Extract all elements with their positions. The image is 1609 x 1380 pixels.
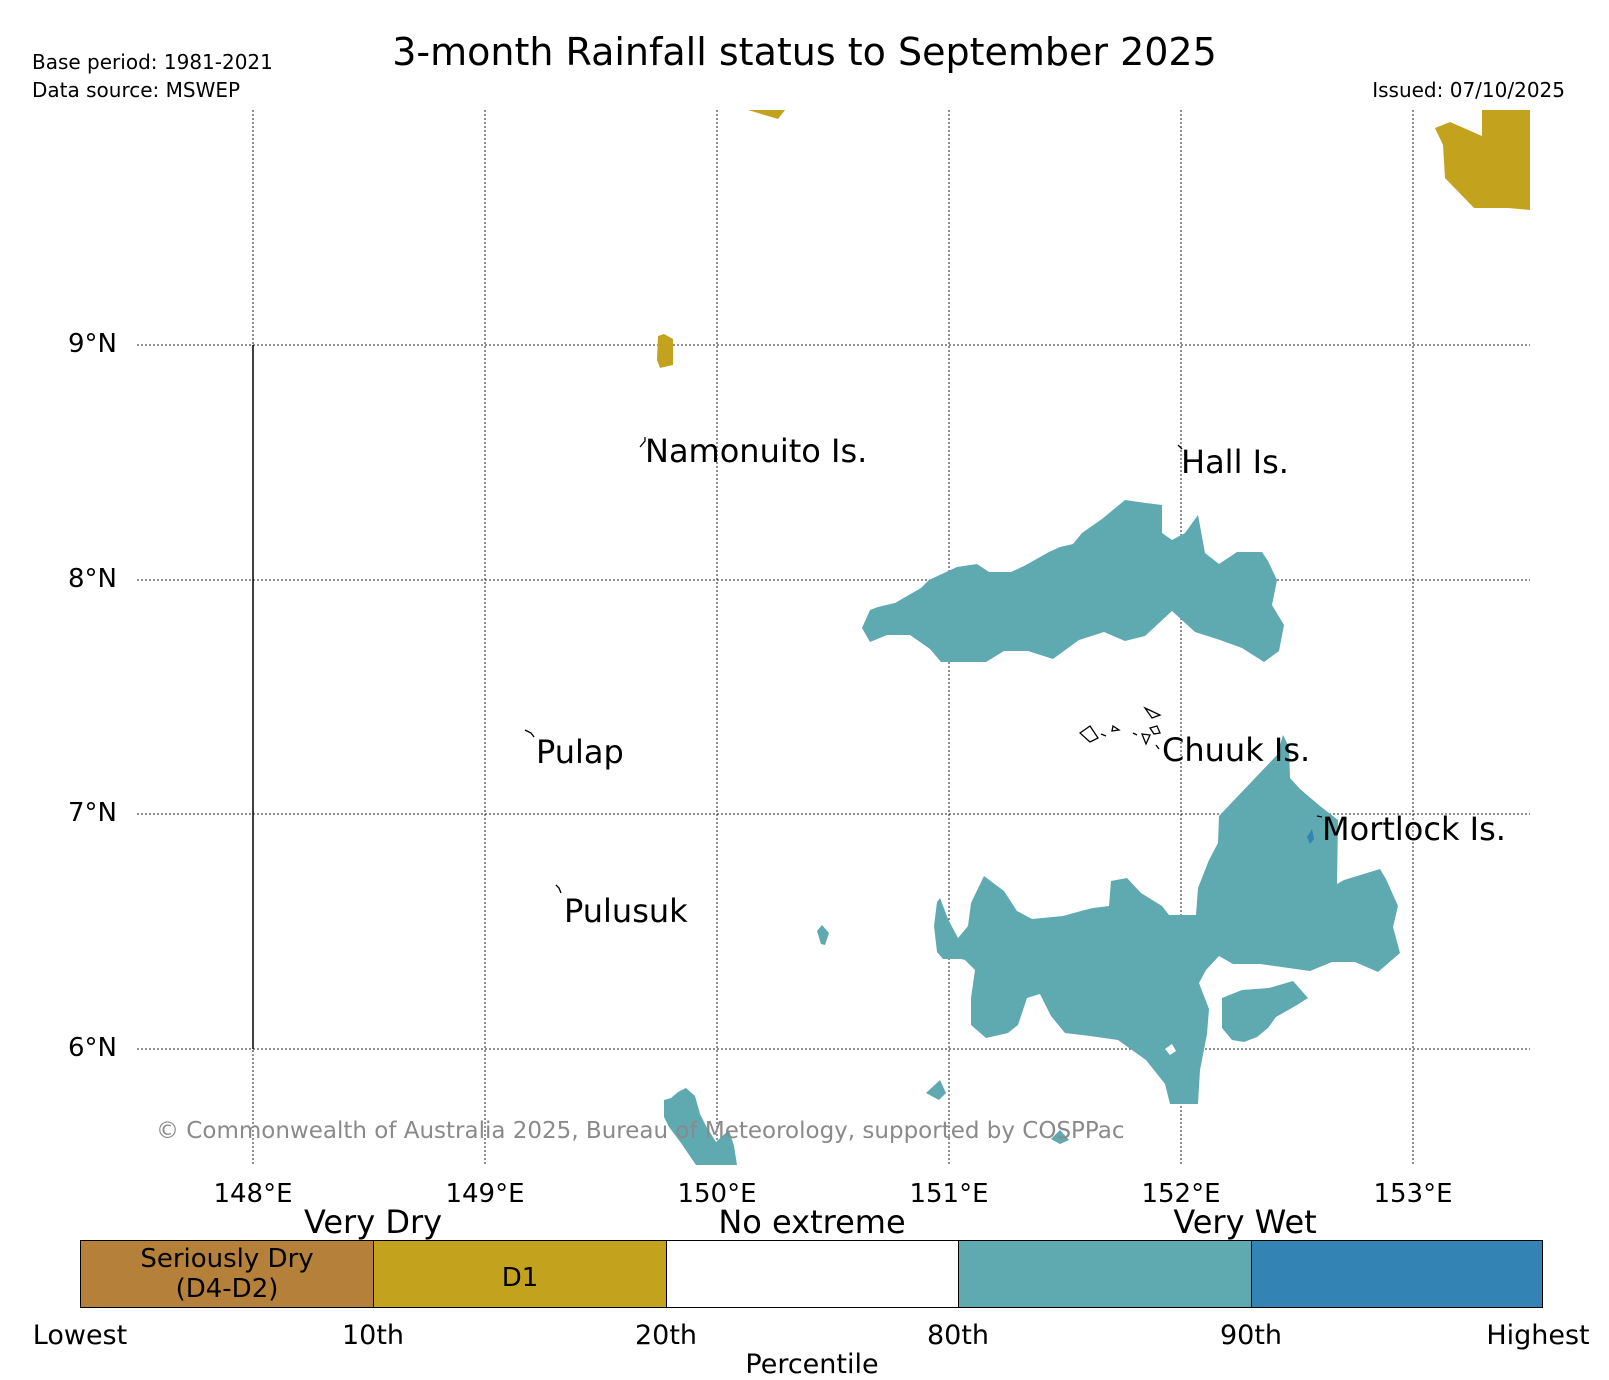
lon-label-150e: 150°E xyxy=(677,1179,757,1209)
map-title: 3-month Rainfall status to September 202… xyxy=(392,30,1217,74)
lon-label-152e: 152°E xyxy=(1141,1179,1221,1209)
legend-segment-very-wet xyxy=(958,1240,1251,1308)
place-label-mortlock: Mortlock Is. xyxy=(1322,810,1506,848)
lon-label-149e: 149°E xyxy=(445,1179,525,1209)
dry-hole xyxy=(1165,1044,1176,1055)
data-source-label: Data source: MSWEP xyxy=(32,78,241,102)
percentile-label-20th: 20th xyxy=(634,1320,698,1351)
percentile-label-lowest: Lowest xyxy=(32,1320,128,1351)
lat-label-7n: 7°N xyxy=(68,798,117,828)
legend-segment-no-extreme xyxy=(666,1240,958,1308)
wet-area-chuuk-south xyxy=(934,735,1400,1104)
legend-segment-d1-label: D1 xyxy=(501,1263,539,1293)
chuuk-reef-2 xyxy=(1132,732,1138,736)
lon-label-148e: 148°E xyxy=(213,1179,293,1209)
wetter-area-mortlock xyxy=(1307,829,1314,844)
wet-area-small-southeast xyxy=(1051,1130,1069,1144)
legend-category-no-extreme: No extreme xyxy=(718,1203,906,1241)
chuuk-reef-1 xyxy=(1100,733,1107,737)
pulap-outline xyxy=(524,729,535,738)
d1-area-north xyxy=(748,110,785,119)
d1-areas xyxy=(657,110,1530,368)
wet-area-hall-north xyxy=(862,500,1284,662)
lon-label-151e: 151°E xyxy=(909,1179,989,1209)
percentile-label-90th: 90th xyxy=(1219,1320,1283,1351)
lat-label-8n: 8°N xyxy=(68,564,117,594)
lat-label-9n: 9°N xyxy=(68,329,117,359)
percentile-label-80th: 80th xyxy=(926,1320,990,1351)
chuuk-island-2 xyxy=(1078,725,1099,743)
place-label-hall: Hall Is. xyxy=(1181,443,1289,481)
pulusuk-outline xyxy=(555,884,562,894)
place-label-pulap: Pulap xyxy=(536,733,624,771)
d1-area-central xyxy=(657,334,673,368)
percentile-label-highest: Highest xyxy=(1486,1320,1590,1351)
chuuk-island-5 xyxy=(1148,725,1161,735)
legend-segment-seriously-dry: Seriously Dry (D4-D2) xyxy=(80,1240,373,1308)
base-period-label: Base period: 1981-2021 xyxy=(32,50,273,74)
place-label-namonuito: Namonuito Is. xyxy=(645,432,868,470)
percentile-axis-label: Percentile xyxy=(745,1349,879,1380)
legend-segment-d1: D1 xyxy=(373,1240,666,1308)
legend-category-very-dry: Very Dry xyxy=(303,1203,443,1241)
wet-area-small-south xyxy=(926,1080,946,1100)
place-label-pulusuk: Pulusuk xyxy=(564,892,688,930)
chuuk-island-4 xyxy=(1140,733,1151,746)
d1-area-northeast xyxy=(1435,110,1530,210)
wet-areas xyxy=(664,500,1400,1165)
lat-label-6n: 6°N xyxy=(68,1033,117,1063)
island-outlines xyxy=(524,437,1323,894)
mortlock-outline xyxy=(1316,815,1323,818)
percentile-label-10th: 10th xyxy=(341,1320,405,1351)
graticule xyxy=(137,110,1530,1165)
legend-segment-wettest xyxy=(1251,1240,1543,1308)
issued-date-label: Issued: 07/10/2025 xyxy=(1372,78,1565,102)
lon-label-153e: 153°E xyxy=(1373,1179,1453,1209)
chuuk-reef-3 xyxy=(1155,744,1160,750)
legend-segment-seriously-dry-label: Seriously Dry (D4-D2) xyxy=(140,1244,314,1304)
namonuito-outline xyxy=(639,437,646,448)
wet-area-small-west xyxy=(817,925,829,945)
hall-outline xyxy=(1177,444,1183,450)
wet-area-southwest xyxy=(664,1088,737,1165)
chuuk-island-3 xyxy=(1111,724,1121,732)
place-label-chuuk: Chuuk Is. xyxy=(1162,731,1311,769)
copyright-notice: © Commonwealth of Australia 2025, Bureau… xyxy=(156,1118,1125,1144)
wet-area-southeast-patch xyxy=(1222,981,1308,1042)
chuuk-island-1 xyxy=(1143,706,1162,719)
legend-category-very-wet: Very Wet xyxy=(1173,1203,1317,1241)
